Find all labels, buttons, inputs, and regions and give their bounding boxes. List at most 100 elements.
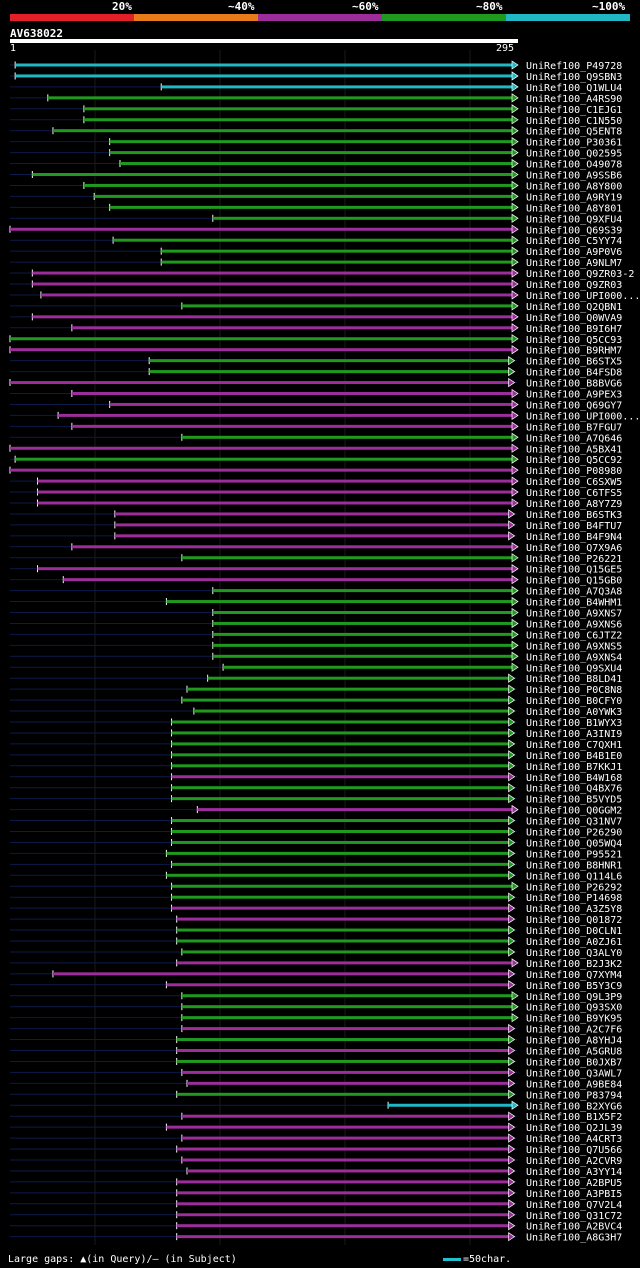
hit-alignment-bar [187, 688, 510, 691]
hit-alignment-bar [388, 1104, 513, 1107]
hit-end-arrow [512, 291, 518, 299]
hit-end-arrow [512, 455, 518, 463]
hit-alignment-bar [213, 589, 513, 592]
hit-alignment-bar [182, 1005, 513, 1008]
hit-alignment-bar [213, 622, 513, 625]
hit-label: UniRef100_Q1WLU4 [526, 83, 622, 94]
hit-alignment-bar [172, 775, 510, 778]
hit-alignment-bar [15, 64, 513, 67]
hit-label: UniRef100_B1WYX3 [526, 718, 622, 729]
hit-label: UniRef100_Q5CC92 [526, 455, 622, 466]
hit-end-arrow [512, 160, 518, 168]
hit-end-arrow [512, 214, 518, 222]
hit-label: UniRef100_Q9ZR03-2 [526, 269, 634, 280]
hit-alignment-bar [84, 184, 513, 187]
hit-end-arrow [509, 674, 515, 682]
hit-end-arrow [512, 346, 518, 354]
hit-alignment-bar [72, 425, 513, 428]
hit-label: UniRef100_B4F9N4 [526, 532, 622, 543]
hit-alignment-bar [172, 863, 510, 866]
hit-label: UniRef100_A5BX41 [526, 444, 622, 455]
hit-alignment-bar [197, 808, 513, 811]
hit-alignment-bar [177, 1093, 510, 1096]
hit-alignment-bar [149, 370, 509, 373]
hit-alignment-bar [172, 786, 510, 789]
hit-end-arrow [509, 948, 515, 956]
hit-end-arrow [509, 1079, 515, 1087]
hit-end-arrow [512, 433, 518, 441]
hit-end-arrow [509, 904, 515, 912]
hit-end-arrow [512, 324, 518, 332]
hit-end-arrow [512, 192, 518, 200]
hit-alignment-bar [172, 907, 510, 910]
hit-label: UniRef100_Q3AWL7 [526, 1068, 622, 1079]
hit-alignment-bar [161, 85, 513, 88]
hit-alignment-bar [177, 1191, 510, 1194]
hit-label: UniRef100_Q9L3P9 [526, 992, 622, 1003]
hit-alignment-bar [213, 644, 513, 647]
hit-label: UniRef100_P30361 [526, 138, 622, 149]
hit-end-arrow [512, 422, 518, 430]
hit-end-arrow [512, 444, 518, 452]
hit-label: UniRef100_A8Y7Z9 [526, 499, 622, 510]
hit-end-arrow [512, 598, 518, 606]
hit-label: UniRef100_P08980 [526, 466, 622, 477]
hit-alignment-bar [10, 228, 513, 231]
hit-end-arrow [509, 707, 515, 715]
hit-alignment-bar [72, 392, 513, 395]
hit-end-arrow [509, 849, 515, 857]
hit-label: UniRef100_Q114L6 [526, 871, 622, 882]
hit-label: UniRef100_A9SSB6 [526, 171, 622, 182]
hit-alignment-bar [177, 1060, 510, 1063]
hit-label: UniRef100_A9XNS6 [526, 619, 622, 630]
scale-legend: =50char. [443, 1254, 511, 1265]
hit-end-arrow [509, 740, 515, 748]
hit-end-arrow [512, 652, 518, 660]
hit-end-arrow [509, 1200, 515, 1208]
hit-alignment-bar [110, 140, 513, 143]
hit-alignment-bar [213, 655, 513, 658]
hit-alignment-bar [166, 1126, 509, 1129]
hit-alignment-bar [182, 304, 513, 307]
hit-label: UniRef100_Q05WQ4 [526, 838, 622, 849]
hit-alignment-bar [177, 1224, 510, 1227]
hit-label: UniRef100_Q0GGM2 [526, 806, 622, 817]
hit-end-arrow [512, 554, 518, 562]
hit-alignment-bar [223, 666, 513, 669]
hit-alignment-bar [94, 195, 513, 198]
hit-end-arrow [509, 860, 515, 868]
hit-label: UniRef100_B7FGU7 [526, 422, 622, 433]
hit-alignment-bar [166, 600, 513, 603]
hit-alignment-bar [53, 129, 513, 132]
hit-end-arrow [509, 1189, 515, 1197]
hit-alignment-bar [172, 721, 510, 724]
hit-label: UniRef100_P95521 [526, 849, 622, 860]
hit-alignment-bar [177, 918, 510, 921]
hit-label: UniRef100_A0ZJ61 [526, 937, 622, 948]
hit-alignment-bar [110, 151, 513, 154]
hit-end-arrow [509, 871, 515, 879]
hit-alignment-bar [37, 480, 513, 483]
hit-label: UniRef100_Q7XYM4 [526, 970, 622, 981]
hit-end-arrow [509, 762, 515, 770]
hit-end-arrow [512, 1014, 518, 1022]
hit-label: UniRef100_A3Z5Y8 [526, 904, 622, 915]
hit-end-arrow [512, 269, 518, 277]
hit-end-arrow [512, 171, 518, 179]
hit-label: UniRef100_C6JTZ2 [526, 630, 622, 641]
hit-label: UniRef100_A9P0V6 [526, 247, 622, 258]
hit-end-arrow [512, 181, 518, 189]
hit-end-arrow [512, 94, 518, 102]
hit-label: UniRef100_Q9SXU4 [526, 663, 622, 674]
hit-label: UniRef100_A9XNS5 [526, 641, 622, 652]
hit-end-arrow [512, 1003, 518, 1011]
hit-alignment-bar [172, 731, 510, 734]
hit-end-arrow [512, 576, 518, 584]
hit-label: UniRef100_B1X5F2 [526, 1112, 622, 1123]
hit-label: UniRef100_A9NLM7 [526, 258, 622, 269]
hit-label: UniRef100_B7KKJ1 [526, 762, 622, 773]
hit-label: UniRef100_B8LD41 [526, 674, 622, 685]
hit-label: UniRef100_A9XNS4 [526, 652, 622, 663]
hit-end-arrow [512, 488, 518, 496]
hit-label: UniRef100_B0JXB7 [526, 1057, 622, 1068]
